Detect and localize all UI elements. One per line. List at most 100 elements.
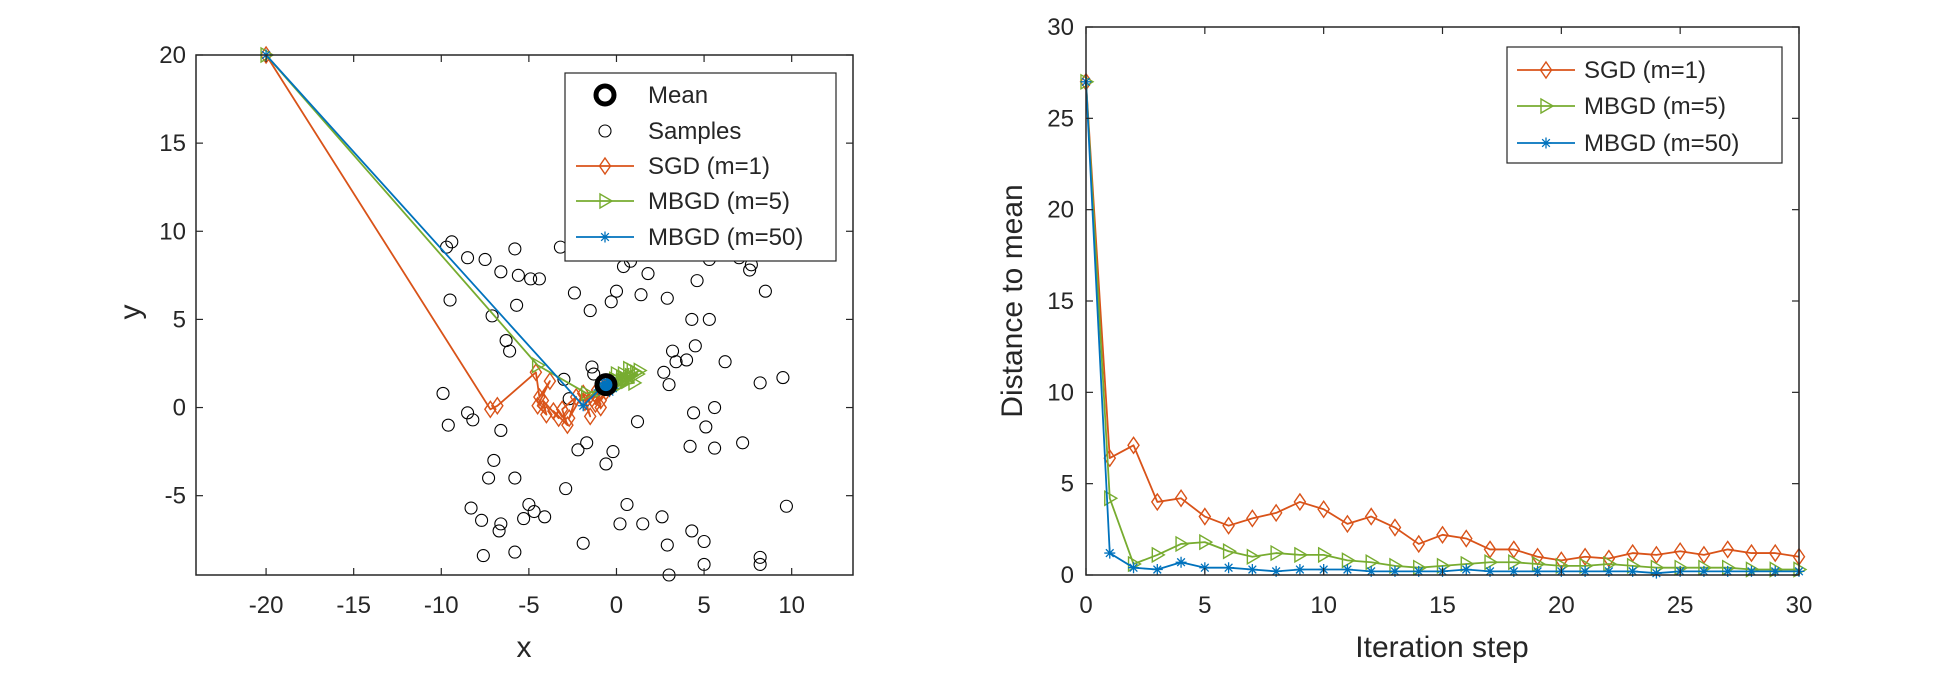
sample-point [660, 538, 674, 552]
trajectory-point-0-shape [555, 400, 569, 419]
distance-point-1-shape [1460, 555, 1475, 573]
sample-point [532, 272, 546, 286]
distance-point-2 [1460, 564, 1472, 576]
axes-box-1 [195, 54, 854, 576]
sample-point [441, 418, 455, 432]
distance-point-2-shape [1460, 564, 1472, 576]
trajectory-point-0 [594, 391, 608, 410]
sample-point [669, 355, 683, 369]
sample-point [606, 445, 620, 459]
distance-point-1-shape [1436, 557, 1451, 575]
distance-point-1-shape [1508, 553, 1523, 571]
y-tick-label: 15 [159, 130, 186, 157]
x-tick-label: 30 [1786, 592, 1813, 619]
y-axis-label-1: y [114, 305, 147, 320]
legend-marker-shape [1540, 97, 1555, 115]
legend2-mbgd50-symbol [1517, 137, 1575, 149]
y-tick-label: 5 [1061, 471, 1074, 498]
distance-point-1-shape [1579, 557, 1594, 575]
trajectory-point-0-shape [589, 394, 602, 414]
distance-point-2 [1223, 562, 1235, 574]
distance-point-0-shape [1317, 500, 1331, 519]
distance-lines-layer [1079, 72, 1808, 579]
sample-point [683, 439, 697, 453]
trajectory-point-0 [594, 398, 608, 417]
sample-point [487, 453, 501, 467]
distance-point-2 [1175, 556, 1187, 568]
distance-point-0 [1459, 529, 1473, 548]
sample-point [630, 415, 645, 429]
sample-point [583, 304, 597, 318]
distance-point-1-shape [1389, 557, 1404, 575]
sample-point [736, 436, 750, 450]
distance-point-0 [1246, 509, 1259, 528]
distance-point-0 [1341, 514, 1354, 534]
distance-point-1-shape [1175, 535, 1190, 553]
x-tick-label: 15 [1429, 592, 1456, 619]
trajectory-point-0-shape [594, 398, 608, 417]
sample-point [753, 550, 767, 564]
distance-point-1 [1151, 546, 1166, 564]
legend-marker [598, 156, 612, 176]
x-tick-label: 0 [610, 592, 623, 619]
y-axis-label-2: Distance to mean [996, 184, 1029, 417]
distance-point-2 [1270, 565, 1282, 577]
distance-point-1 [1270, 544, 1285, 562]
sample-point [718, 355, 732, 369]
legend2-sgd-symbol [1517, 60, 1575, 80]
trajectory-point-0-shape [531, 396, 544, 416]
sample-point [464, 501, 478, 515]
distance-point-0-shape [1246, 509, 1259, 528]
y-tick-label: 25 [1047, 105, 1074, 132]
trajectory-point-0-shape [533, 387, 546, 407]
legend-marker-shape [1539, 60, 1553, 80]
trajectory-point-1 [580, 385, 596, 402]
distance-point-2-shape [1128, 562, 1140, 574]
distance-point-0-shape [1174, 489, 1188, 508]
legend-marker [1540, 137, 1552, 149]
distance-point-0-shape [1436, 525, 1449, 545]
trajectory-point-0-shape [594, 391, 608, 410]
legend-marker-shape [599, 231, 611, 243]
distance-point-1-shape [1199, 533, 1214, 551]
sample-point [494, 517, 508, 531]
sample-point [779, 499, 793, 513]
legend-sgd-label: SGD (m=1) [648, 153, 770, 180]
trajectory-point-1 [621, 372, 636, 390]
distance-point-1 [1603, 555, 1618, 573]
distance-point-1-shape [1365, 553, 1380, 571]
distance-point-2-shape [1365, 565, 1377, 577]
trajectory-point-1-shape [631, 365, 646, 383]
distance-point-0 [1436, 525, 1449, 545]
distance-point-0-shape [1341, 514, 1354, 534]
distance-point-0 [1364, 507, 1378, 526]
distance-point-2-shape [1341, 564, 1353, 576]
mean-layer [594, 373, 618, 397]
y-tick-label: 10 [1047, 379, 1074, 406]
distance-point-0-shape [1721, 540, 1735, 559]
sample-point [758, 284, 772, 298]
distance-point-2-shape [1579, 565, 1591, 577]
trajectory-point-0 [543, 371, 557, 391]
trajectory-point-2 [577, 400, 589, 412]
distance-point-1 [1246, 548, 1261, 565]
sample-point [494, 423, 508, 438]
distance-point-1 [1626, 557, 1642, 575]
sample-point [655, 510, 669, 524]
sample-point [660, 291, 674, 305]
trajectory-point-1 [633, 362, 648, 379]
samples-layer [436, 235, 793, 582]
distance-point-2 [1199, 562, 1211, 574]
trajectory-point-2-shape [577, 400, 589, 412]
distance-point-2 [1484, 565, 1496, 577]
distance-point-2 [1532, 565, 1544, 577]
sample-point [657, 365, 671, 379]
trajectory-point-1-shape [531, 357, 547, 374]
distance-point-0 [1150, 492, 1164, 512]
distance-point-2-shape [1151, 564, 1163, 576]
sample-point [613, 517, 627, 531]
sample-point [517, 512, 531, 526]
distance-point-0-shape [1459, 529, 1473, 548]
distance-point-1 [1365, 553, 1380, 571]
distance-point-0 [1721, 540, 1735, 559]
